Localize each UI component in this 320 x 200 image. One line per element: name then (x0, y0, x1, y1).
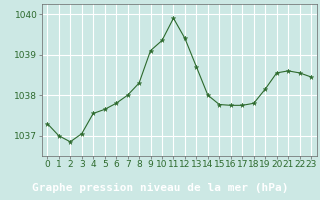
Text: Graphe pression niveau de la mer (hPa): Graphe pression niveau de la mer (hPa) (32, 183, 288, 193)
